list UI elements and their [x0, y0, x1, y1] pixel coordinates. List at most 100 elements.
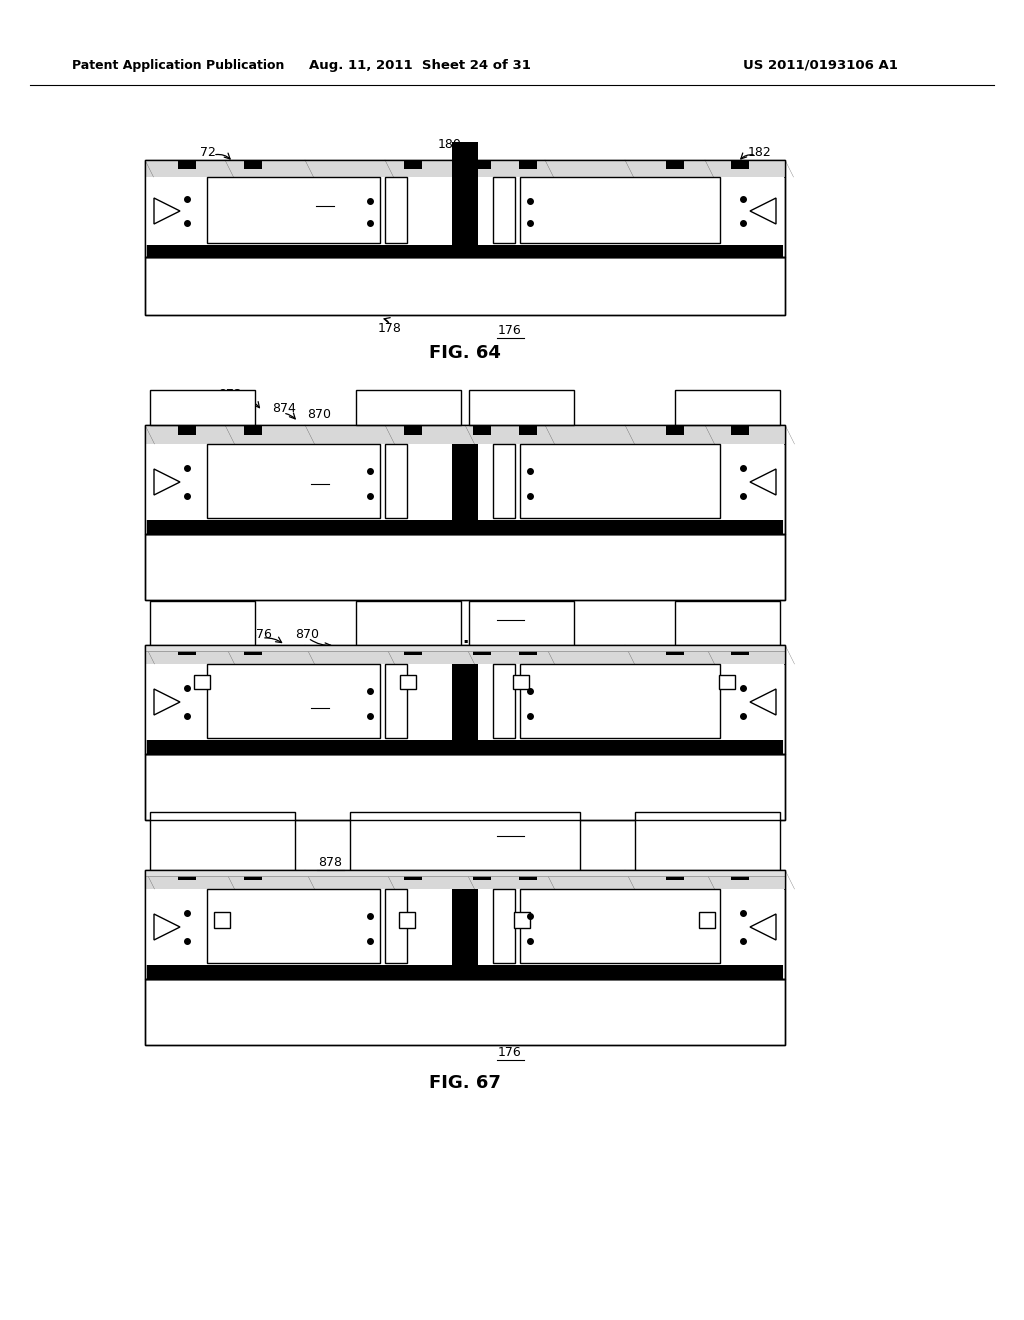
Text: 870: 870	[295, 628, 319, 642]
Text: 56: 56	[312, 693, 328, 706]
Bar	[473, 425, 490, 436]
Bar	[520, 177, 720, 243]
Bar	[207, 177, 380, 243]
Polygon shape	[750, 198, 776, 224]
Bar	[178, 160, 196, 169]
Text: 182: 182	[748, 145, 772, 158]
Polygon shape	[154, 689, 180, 715]
Bar	[473, 160, 490, 169]
Bar	[147, 246, 783, 257]
Text: 72: 72	[200, 145, 216, 158]
Bar	[150, 812, 295, 870]
Text: 176: 176	[498, 1045, 522, 1059]
Bar	[207, 444, 380, 517]
Bar	[350, 812, 580, 870]
Bar	[207, 664, 380, 738]
Bar	[145, 645, 785, 664]
Text: FIG. 67: FIG. 67	[429, 1074, 501, 1092]
Bar	[731, 160, 749, 169]
Polygon shape	[154, 913, 180, 940]
Bar	[147, 520, 783, 535]
Bar	[145, 754, 785, 820]
Bar	[514, 912, 530, 928]
Text: 56: 56	[317, 191, 333, 205]
Bar	[194, 675, 210, 689]
Bar	[145, 979, 785, 1045]
Text: 876: 876	[185, 855, 209, 869]
Text: 876: 876	[248, 628, 272, 642]
Bar	[145, 870, 785, 979]
Bar	[145, 870, 785, 979]
Bar	[385, 177, 407, 243]
Bar	[452, 664, 478, 741]
Bar	[214, 912, 230, 928]
Bar	[145, 535, 785, 601]
Text: 878: 878	[318, 855, 342, 869]
Bar	[356, 601, 461, 645]
Bar	[145, 645, 785, 754]
Bar	[178, 645, 196, 655]
Bar	[519, 645, 537, 655]
Text: 176: 176	[498, 606, 522, 619]
Bar	[666, 870, 684, 880]
Text: 180: 180	[438, 139, 462, 152]
Bar	[399, 912, 415, 928]
Polygon shape	[750, 913, 776, 940]
Bar	[385, 888, 407, 964]
Bar	[731, 645, 749, 655]
Text: 176: 176	[498, 821, 522, 834]
Text: FIG. 64: FIG. 64	[429, 345, 501, 362]
Bar	[493, 888, 515, 964]
Bar	[513, 675, 529, 689]
Bar	[452, 888, 478, 965]
Bar	[635, 812, 780, 870]
Bar	[150, 389, 255, 425]
Bar	[145, 425, 785, 535]
Bar	[731, 425, 749, 436]
Bar	[520, 444, 720, 517]
Text: 870: 870	[307, 408, 331, 421]
Polygon shape	[750, 469, 776, 495]
Bar	[400, 675, 416, 689]
Polygon shape	[750, 689, 776, 715]
Bar	[244, 870, 262, 880]
Bar	[675, 389, 780, 425]
Bar	[145, 754, 785, 820]
Bar	[404, 160, 422, 169]
Text: FIG. 65: FIG. 65	[429, 630, 501, 647]
Text: 872: 872	[218, 388, 242, 401]
Text: US 2011/0193106 A1: US 2011/0193106 A1	[742, 58, 897, 71]
Bar	[493, 664, 515, 738]
Polygon shape	[154, 469, 180, 495]
Text: 178: 178	[378, 322, 401, 334]
Text: FIG. 66: FIG. 66	[429, 849, 501, 867]
Bar	[207, 888, 380, 964]
Text: 56: 56	[312, 470, 328, 483]
Bar	[469, 389, 574, 425]
Bar	[666, 160, 684, 169]
Bar	[178, 425, 196, 436]
Text: Patent Application Publication: Patent Application Publication	[72, 58, 285, 71]
Bar	[519, 425, 537, 436]
Bar	[469, 601, 574, 645]
Bar	[146, 177, 784, 246]
Bar	[145, 979, 785, 1045]
Bar	[145, 870, 785, 876]
Bar	[675, 601, 780, 645]
Bar	[666, 645, 684, 655]
Bar	[666, 425, 684, 436]
Bar	[699, 912, 715, 928]
Bar	[244, 425, 262, 436]
Bar	[146, 664, 784, 741]
Bar	[145, 160, 785, 177]
Bar	[404, 425, 422, 436]
Bar	[385, 664, 407, 738]
Bar	[452, 444, 478, 520]
Bar	[244, 160, 262, 169]
Text: 176: 176	[498, 323, 522, 337]
Bar	[404, 645, 422, 655]
Bar	[145, 535, 785, 601]
Bar	[147, 965, 783, 979]
Polygon shape	[154, 198, 180, 224]
Bar	[244, 645, 262, 655]
